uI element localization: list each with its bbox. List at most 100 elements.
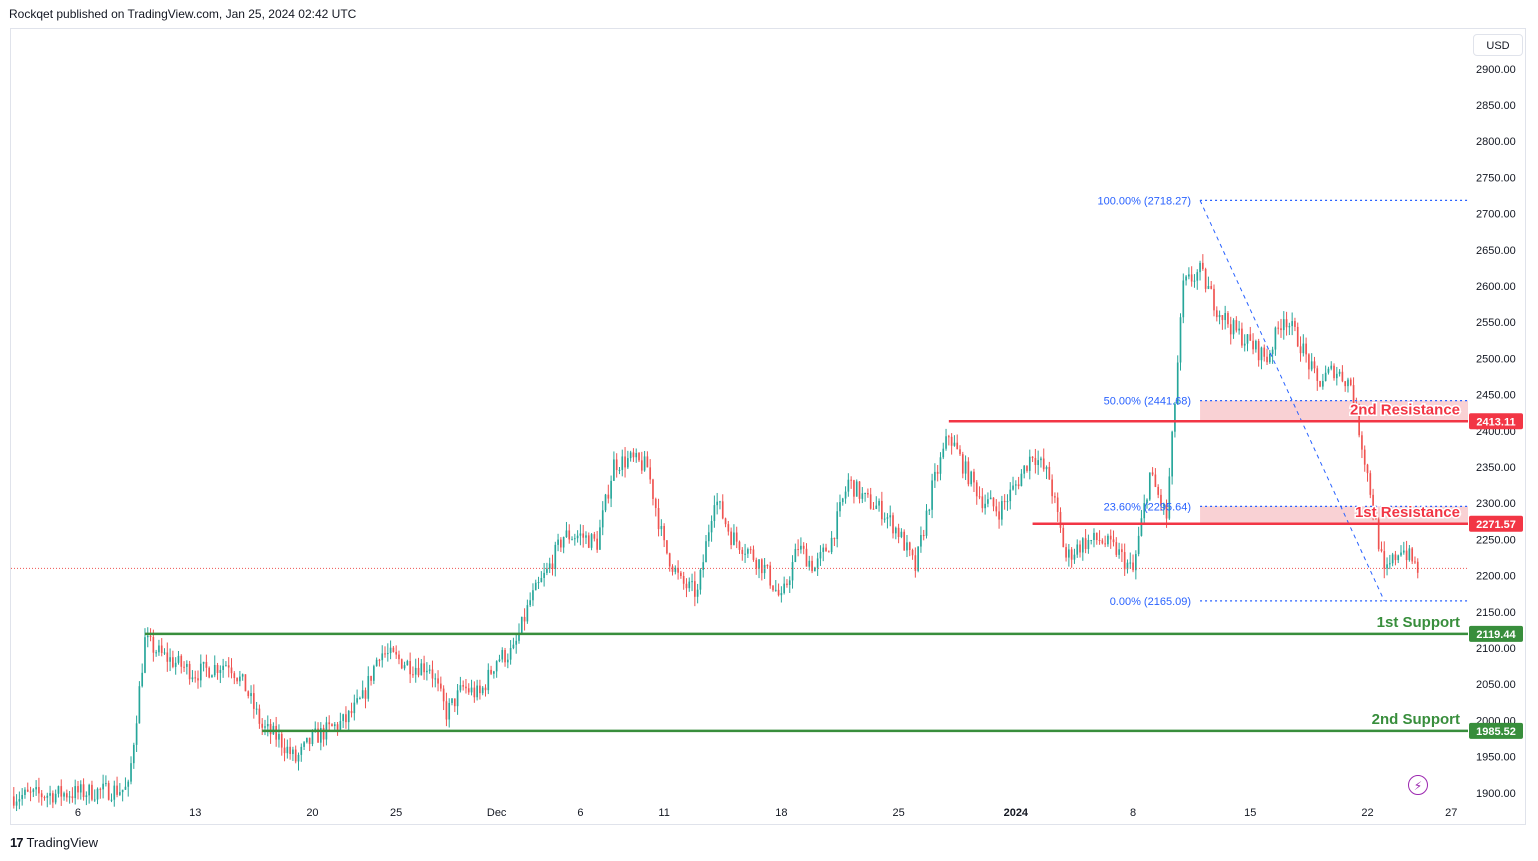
y-tick-label: 2300.00 — [1476, 498, 1516, 510]
candle-body — [135, 723, 138, 745]
candle-body — [526, 605, 529, 622]
candle-body — [1081, 538, 1084, 553]
candle-body — [1377, 519, 1380, 550]
candle-body — [467, 688, 470, 693]
candle-body — [1224, 313, 1227, 321]
candle-body — [121, 789, 124, 793]
candle-body — [984, 503, 986, 509]
y-tick-label: 2350.00 — [1476, 462, 1516, 474]
candle-body — [43, 797, 46, 799]
candle-body — [825, 547, 827, 552]
candle-body — [487, 669, 490, 691]
candle-body — [660, 526, 663, 530]
candle-body — [1210, 285, 1213, 289]
candle-body — [107, 783, 110, 800]
candle-body — [373, 666, 375, 681]
candle-body — [479, 685, 481, 694]
candle-body — [219, 669, 222, 673]
candle-body — [1179, 317, 1182, 363]
candle-body — [643, 456, 646, 471]
candle-body — [381, 653, 384, 661]
candle-body — [1229, 324, 1232, 335]
candle-body — [587, 535, 590, 548]
lightning-icon[interactable]: ⚡ — [1408, 775, 1428, 795]
candle-body — [426, 670, 428, 673]
candle-body — [961, 454, 964, 474]
candle-body — [688, 581, 691, 589]
candle-body — [1079, 544, 1081, 553]
candle-body — [1054, 496, 1056, 498]
candle-body — [1408, 548, 1411, 561]
candle-body — [869, 494, 872, 509]
x-tick-label: 20 — [306, 807, 318, 819]
y-tick-label: 2650.00 — [1476, 245, 1516, 257]
candle-body — [627, 458, 629, 468]
candle-body — [124, 786, 127, 790]
candle-body — [836, 511, 839, 540]
y-tick-label: 1900.00 — [1476, 788, 1516, 800]
candle-body — [1084, 538, 1087, 550]
candle-body — [853, 480, 855, 497]
candle-body — [18, 799, 21, 802]
candle-body — [900, 531, 903, 538]
fib-level-label: 23.60% (2295.64) — [1104, 501, 1191, 513]
currency-selector[interactable]: USD — [1473, 34, 1523, 56]
x-tick-label: 22 — [1361, 807, 1373, 819]
candle-body — [1123, 552, 1126, 570]
candle-body — [1045, 466, 1048, 470]
candle-body — [1207, 285, 1210, 289]
candle-body — [920, 535, 922, 547]
x-tick-label: 6 — [577, 807, 583, 819]
candle-body — [671, 566, 674, 572]
chart-frame[interactable] — [10, 28, 1526, 825]
fib-level-label: 100.00% (2718.27) — [1097, 195, 1191, 207]
candle-body — [1302, 343, 1305, 354]
candle-body — [1386, 564, 1388, 569]
y-tick-label: 2500.00 — [1476, 353, 1516, 365]
candle-body — [294, 749, 297, 762]
candle-body — [359, 698, 361, 700]
candle-body — [155, 652, 157, 654]
candle-body — [289, 746, 291, 755]
candle-body — [855, 481, 858, 497]
fib-level-label: 0.00% (2165.09) — [1110, 596, 1191, 608]
candle-body — [741, 549, 744, 554]
candle-body — [624, 456, 626, 468]
candle-body — [384, 653, 386, 655]
candle-body — [1196, 272, 1199, 281]
candle-body — [1227, 313, 1229, 325]
candle-body — [303, 742, 305, 747]
candle-body — [138, 686, 141, 724]
tradingview-logo[interactable]: 17 TradingView — [10, 835, 98, 850]
candle-body — [130, 763, 132, 782]
price-axis-tag — [1469, 413, 1523, 430]
candle-body — [629, 452, 632, 459]
candle-body — [77, 786, 79, 793]
candle-body — [395, 651, 398, 655]
candle-body — [331, 724, 333, 727]
candle-body — [568, 530, 571, 540]
candle-body — [967, 461, 970, 485]
candle-body — [158, 645, 160, 653]
candle-body — [244, 674, 247, 692]
candle-body — [414, 667, 417, 675]
candle-body — [1201, 262, 1204, 270]
candle-body — [255, 708, 258, 710]
candle-body — [1023, 465, 1026, 474]
candle-body — [515, 640, 518, 645]
candle-body — [490, 669, 492, 674]
candle-body — [571, 539, 573, 541]
candle-body — [417, 667, 420, 676]
y-tick-label: 2450.00 — [1476, 390, 1516, 402]
candle-body — [883, 518, 886, 520]
candle-body — [370, 676, 372, 681]
candle-body — [721, 501, 724, 519]
candle-body — [769, 565, 772, 586]
candle-body — [361, 690, 364, 699]
candle-body — [445, 701, 448, 720]
candle-body — [367, 676, 370, 699]
candle-body — [1070, 549, 1073, 560]
candle-body — [1148, 472, 1151, 500]
candle-body — [908, 542, 911, 550]
